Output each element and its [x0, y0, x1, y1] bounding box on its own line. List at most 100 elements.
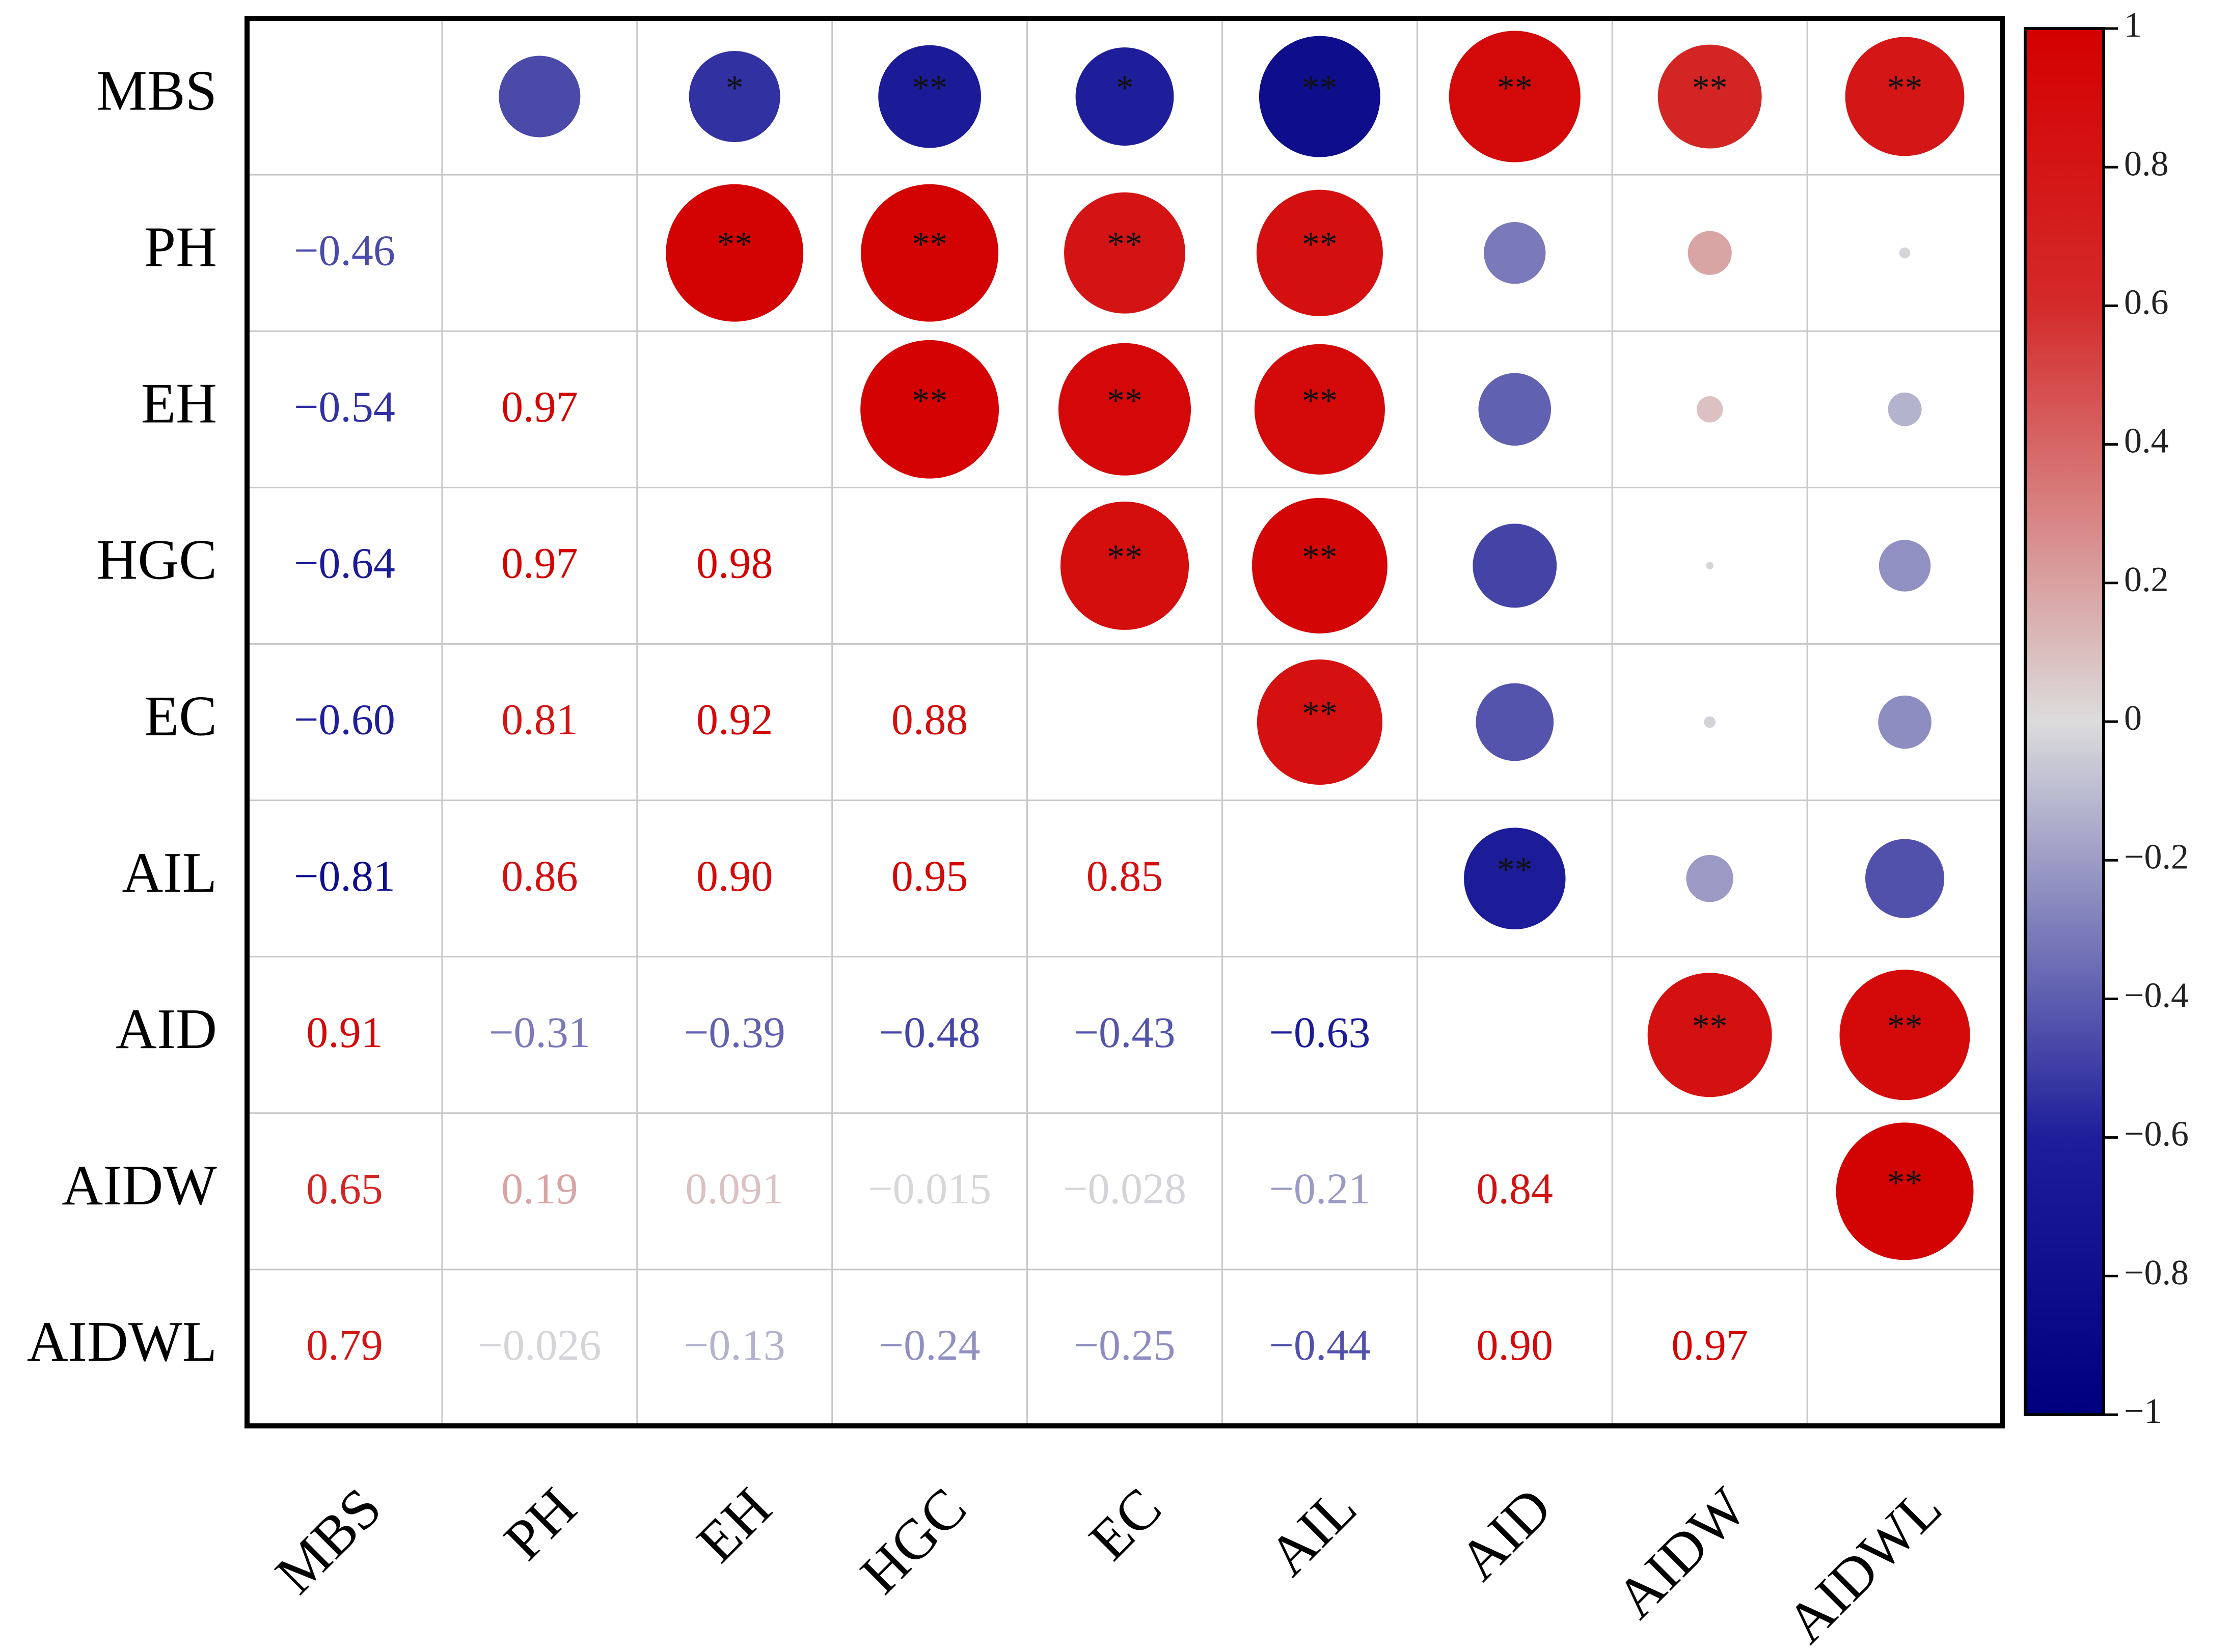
- significance-stars: **: [1497, 69, 1533, 108]
- correlation-circle: [1657, 44, 1762, 149]
- correlation-circle: [1058, 343, 1191, 476]
- colorbar-tick-label: 0.8: [2124, 144, 2169, 183]
- correlation-circle: [1256, 189, 1383, 316]
- value-label: −0.54: [294, 382, 395, 431]
- correlation-circle: [1257, 659, 1382, 785]
- colorbar-tick-label: 1: [2124, 6, 2142, 45]
- plot-frame: [244, 16, 2005, 1428]
- correlation-circle: [1704, 716, 1716, 728]
- value-label: −0.015: [868, 1164, 991, 1213]
- significance-stars: **: [1302, 381, 1338, 421]
- column-label: PH: [492, 1476, 588, 1572]
- value-label: 0.97: [1671, 1320, 1748, 1369]
- row-label: PH: [144, 215, 217, 279]
- value-label: −0.13: [684, 1320, 785, 1369]
- colorbar-tick-label: 0.4: [2124, 422, 2169, 461]
- column-label: AID: [1447, 1476, 1563, 1592]
- value-label: −0.39: [684, 1008, 785, 1057]
- colorbar-tick-label: −0.6: [2124, 1115, 2189, 1154]
- correlation-circle: [1696, 396, 1723, 423]
- colorbar-tick-label: 0.2: [2124, 560, 2169, 599]
- value-label: 0.19: [501, 1164, 578, 1213]
- colorbar-tick-label: −0.2: [2124, 837, 2189, 876]
- significance-stars: **: [1302, 538, 1338, 577]
- significance-stars: **: [1497, 850, 1533, 890]
- value-label: 0.65: [306, 1164, 383, 1213]
- correlation-circle: [1647, 973, 1772, 1097]
- value-label: −0.44: [1269, 1320, 1370, 1369]
- value-label: 0.79: [306, 1320, 383, 1369]
- value-label: 0.85: [1086, 851, 1163, 900]
- significance-stars: **: [912, 69, 947, 108]
- correlation-circle: [1879, 540, 1931, 592]
- significance-stars: **: [1107, 381, 1142, 421]
- column-label: AIL: [1257, 1476, 1369, 1588]
- column-label: MBS: [263, 1476, 393, 1606]
- value-label: 0.90: [696, 851, 773, 900]
- column-label: AIDW: [1604, 1476, 1758, 1630]
- colorbar-tick-label: −1: [2124, 1392, 2162, 1431]
- value-label: −0.64: [294, 539, 395, 588]
- correlation-circle: [1878, 695, 1931, 749]
- value-label: 0.92: [696, 695, 773, 744]
- correlation-circle: [860, 340, 999, 479]
- significance-stars: *: [1116, 69, 1134, 108]
- significance-stars: **: [1887, 69, 1923, 108]
- correlation-circle: [1254, 344, 1385, 475]
- value-label: −0.026: [478, 1320, 601, 1369]
- correlation-circle: [1476, 683, 1554, 761]
- value-label: −0.028: [1063, 1164, 1186, 1213]
- value-label: −0.81: [294, 851, 395, 900]
- value-label: 0.86: [501, 851, 578, 900]
- value-label: −0.21: [1269, 1164, 1370, 1213]
- correlation-circle: [1888, 392, 1922, 426]
- value-label: −0.24: [879, 1320, 981, 1369]
- value-label: 0.91: [306, 1008, 383, 1057]
- correlation-circle: [1845, 37, 1965, 156]
- correlation-circle: [1064, 192, 1185, 314]
- colorbar-tick-label: 0: [2124, 699, 2142, 738]
- value-label: 0.81: [501, 695, 578, 744]
- correlation-circle: [1060, 501, 1189, 630]
- correlation-circle: [1865, 839, 1945, 918]
- significance-stars: **: [1692, 69, 1728, 108]
- correlation-circle: [499, 56, 581, 137]
- colorbar-tick-label: −0.4: [2124, 976, 2189, 1015]
- value-label: 0.091: [685, 1164, 784, 1213]
- row-label: EH: [141, 372, 217, 435]
- significance-stars: **: [1302, 69, 1338, 108]
- value-label: −0.43: [1074, 1008, 1175, 1057]
- significance-stars: **: [912, 381, 947, 421]
- column-label: EH: [685, 1476, 783, 1574]
- value-label: 0.95: [891, 851, 968, 900]
- row-label: AIDWL: [27, 1310, 217, 1373]
- colorbar-tick-label: −0.8: [2124, 1253, 2189, 1292]
- row-label: AID: [116, 998, 217, 1061]
- value-label: −0.25: [1074, 1320, 1175, 1369]
- value-label: 0.88: [891, 695, 968, 744]
- correlation-circle: [1464, 828, 1566, 929]
- significance-stars: **: [717, 225, 752, 264]
- row-label: AIL: [122, 841, 217, 904]
- correlation-circle: [1686, 855, 1733, 902]
- column-label: HGC: [849, 1476, 978, 1606]
- value-label: 0.90: [1477, 1320, 1554, 1369]
- correlation-circle: [1899, 247, 1911, 259]
- colorbar: [2024, 27, 2105, 1416]
- significance-stars: **: [1302, 225, 1338, 264]
- correlation-circle: [1251, 498, 1387, 634]
- correlation-circle: [1478, 373, 1552, 446]
- row-label: HGC: [97, 529, 217, 592]
- value-label: 0.97: [501, 539, 578, 588]
- row-label: AIDW: [62, 1154, 217, 1217]
- correlation-circle: [1259, 36, 1380, 157]
- significance-stars: **: [1887, 1163, 1923, 1202]
- correlation-circle: [1075, 47, 1174, 146]
- significance-stars: **: [1692, 1007, 1728, 1046]
- value-label: −0.63: [1269, 1008, 1370, 1057]
- correlation-circle: [1839, 970, 1970, 1100]
- row-label: EC: [144, 685, 217, 748]
- correlation-circle: [1449, 31, 1581, 162]
- correlation-circle: [878, 45, 981, 148]
- significance-stars: **: [1302, 694, 1338, 733]
